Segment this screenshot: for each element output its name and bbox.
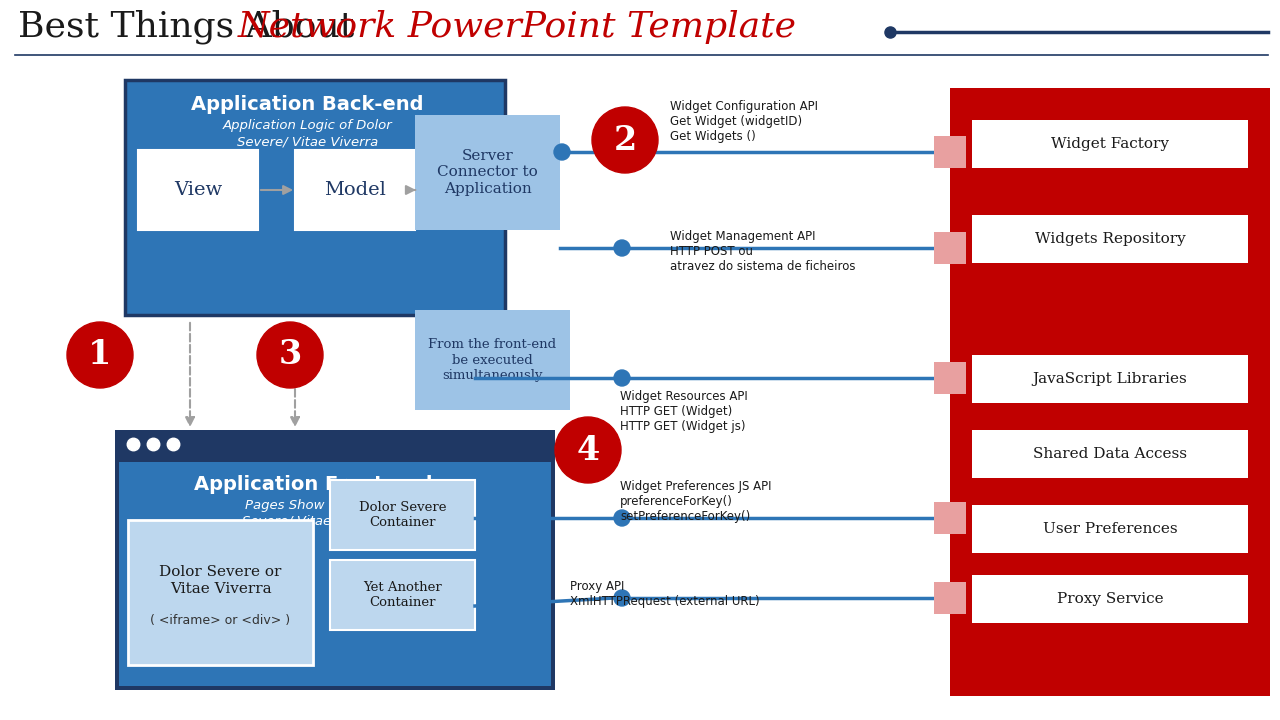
Text: Widget Configuration API
Get Widget (widgetID)
Get Widgets (): Widget Configuration API Get Widget (wid… [669, 100, 818, 143]
Text: Pages Show of Dolor: Pages Show of Dolor [244, 498, 381, 511]
Circle shape [554, 144, 570, 160]
Text: 2: 2 [613, 124, 636, 156]
Text: Shared Data Access: Shared Data Access [1033, 447, 1187, 461]
Circle shape [614, 370, 630, 386]
FancyBboxPatch shape [972, 355, 1248, 403]
FancyBboxPatch shape [934, 362, 966, 394]
Text: Widgets Repository: Widgets Repository [1034, 232, 1185, 246]
Circle shape [591, 107, 658, 173]
Text: JavaScript Libraries: JavaScript Libraries [1033, 372, 1188, 386]
FancyBboxPatch shape [119, 462, 550, 686]
Text: Dolor Severe or
Vitae Viverra: Dolor Severe or Vitae Viverra [159, 565, 282, 595]
FancyBboxPatch shape [934, 502, 966, 534]
Text: Network PowerPoint Template: Network PowerPoint Template [238, 10, 797, 44]
Circle shape [614, 510, 630, 526]
Text: Best Things About: Best Things About [18, 10, 366, 45]
FancyBboxPatch shape [972, 430, 1248, 478]
FancyBboxPatch shape [972, 575, 1248, 623]
Text: View: View [174, 181, 223, 199]
FancyBboxPatch shape [330, 480, 475, 550]
FancyBboxPatch shape [934, 136, 966, 168]
Text: User Preferences: User Preferences [1043, 522, 1178, 536]
FancyBboxPatch shape [115, 430, 556, 690]
Circle shape [67, 322, 133, 388]
FancyBboxPatch shape [972, 120, 1248, 168]
Text: Yet Another
Container: Yet Another Container [364, 581, 442, 609]
Circle shape [614, 590, 630, 606]
FancyBboxPatch shape [115, 430, 556, 458]
Text: Proxy API
XmlHTTPRequest (external URL): Proxy API XmlHTTPRequest (external URL) [570, 580, 759, 608]
Circle shape [556, 417, 621, 483]
Text: Model: Model [324, 181, 387, 199]
Text: Proxy Service: Proxy Service [1057, 592, 1164, 606]
Text: From the front-end
be executed
simultaneously: From the front-end be executed simultane… [429, 338, 557, 382]
FancyBboxPatch shape [415, 115, 561, 230]
Text: Widget Preferences JS API
preferenceForKey()
setPreferenceForKey(): Widget Preferences JS API preferenceForK… [620, 480, 772, 523]
Text: Severe/ Vitae Viverra: Severe/ Vitae Viverra [242, 515, 384, 528]
FancyBboxPatch shape [950, 88, 1270, 696]
Text: Dolor Severe
Container: Dolor Severe Container [358, 501, 447, 529]
FancyBboxPatch shape [972, 215, 1248, 263]
Text: Server
Connector to
Application: Server Connector to Application [438, 149, 538, 196]
FancyBboxPatch shape [934, 582, 966, 614]
FancyBboxPatch shape [294, 150, 415, 230]
Text: Widget Factory: Widget Factory [1051, 137, 1169, 151]
FancyBboxPatch shape [125, 80, 506, 315]
Text: Application Back-end: Application Back-end [191, 94, 424, 114]
FancyBboxPatch shape [934, 232, 966, 264]
FancyBboxPatch shape [330, 560, 475, 630]
FancyBboxPatch shape [128, 520, 314, 665]
FancyBboxPatch shape [138, 150, 259, 230]
Circle shape [257, 322, 323, 388]
FancyBboxPatch shape [415, 310, 570, 410]
Text: Application Logic of Dolor: Application Logic of Dolor [223, 120, 392, 132]
Circle shape [614, 240, 630, 256]
Text: Application Front-end: Application Front-end [193, 475, 433, 495]
Text: Severe/ Vitae Viverra: Severe/ Vitae Viverra [237, 135, 378, 148]
FancyBboxPatch shape [972, 505, 1248, 553]
Text: Widget Resources API
HTTP GET (Widget)
HTTP GET (Widget js): Widget Resources API HTTP GET (Widget) H… [620, 390, 748, 433]
Text: 3: 3 [278, 338, 302, 372]
Text: Widget Management API
HTTP POST ou
atravez do sistema de ficheiros: Widget Management API HTTP POST ou atrav… [669, 230, 855, 273]
Text: 4: 4 [576, 433, 599, 467]
Text: 1: 1 [88, 338, 111, 372]
Text: ( <iframe> or <div> ): ( <iframe> or <div> ) [151, 614, 291, 627]
